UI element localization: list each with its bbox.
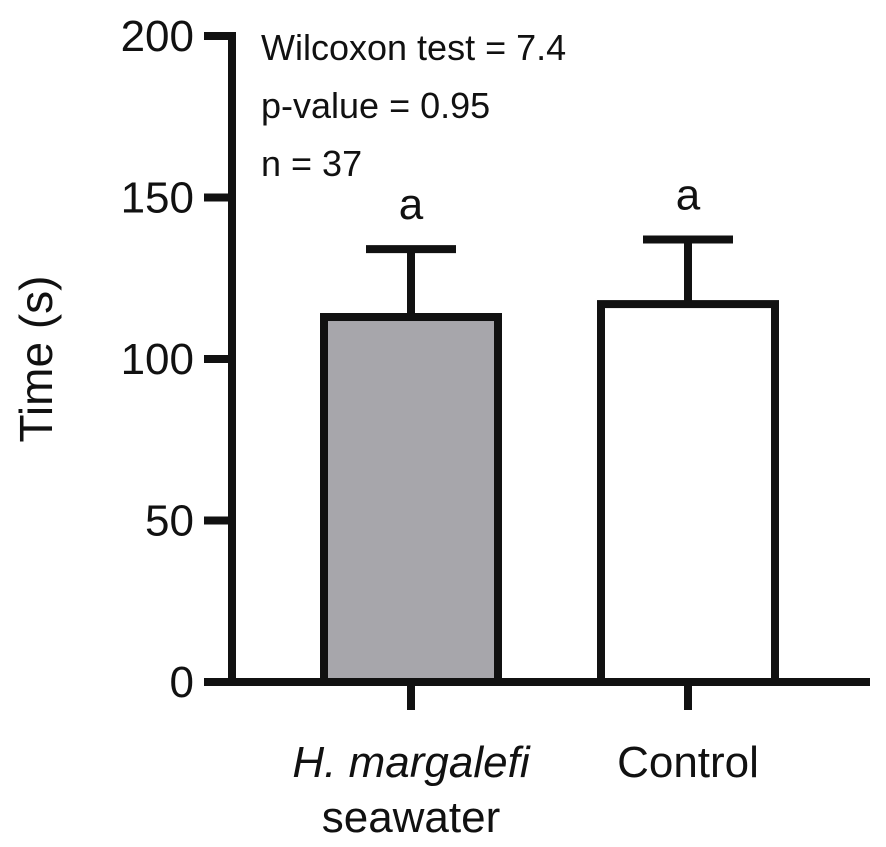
- x-category-label-line2: seawater: [322, 793, 501, 842]
- significance-letter: a: [676, 170, 701, 219]
- y-tick-label: 150: [121, 174, 194, 223]
- y-axis-label: Time (s): [10, 276, 62, 443]
- y-tick-label: 0: [170, 658, 194, 707]
- stat-annotation: p-value = 0.95: [261, 85, 490, 126]
- stat-annotation: n = 37: [261, 143, 362, 184]
- bar-0: [320, 313, 502, 686]
- stat-annotation: Wilcoxon test = 7.4: [261, 27, 566, 68]
- x-category-label: H. margalefi: [292, 738, 530, 787]
- bar-1: [597, 300, 779, 686]
- y-tick-label: 100: [121, 335, 194, 384]
- x-category-label: Control: [617, 738, 759, 787]
- y-tick-label: 200: [121, 12, 194, 61]
- y-tick-label: 50: [145, 497, 194, 546]
- significance-letter: a: [399, 180, 424, 229]
